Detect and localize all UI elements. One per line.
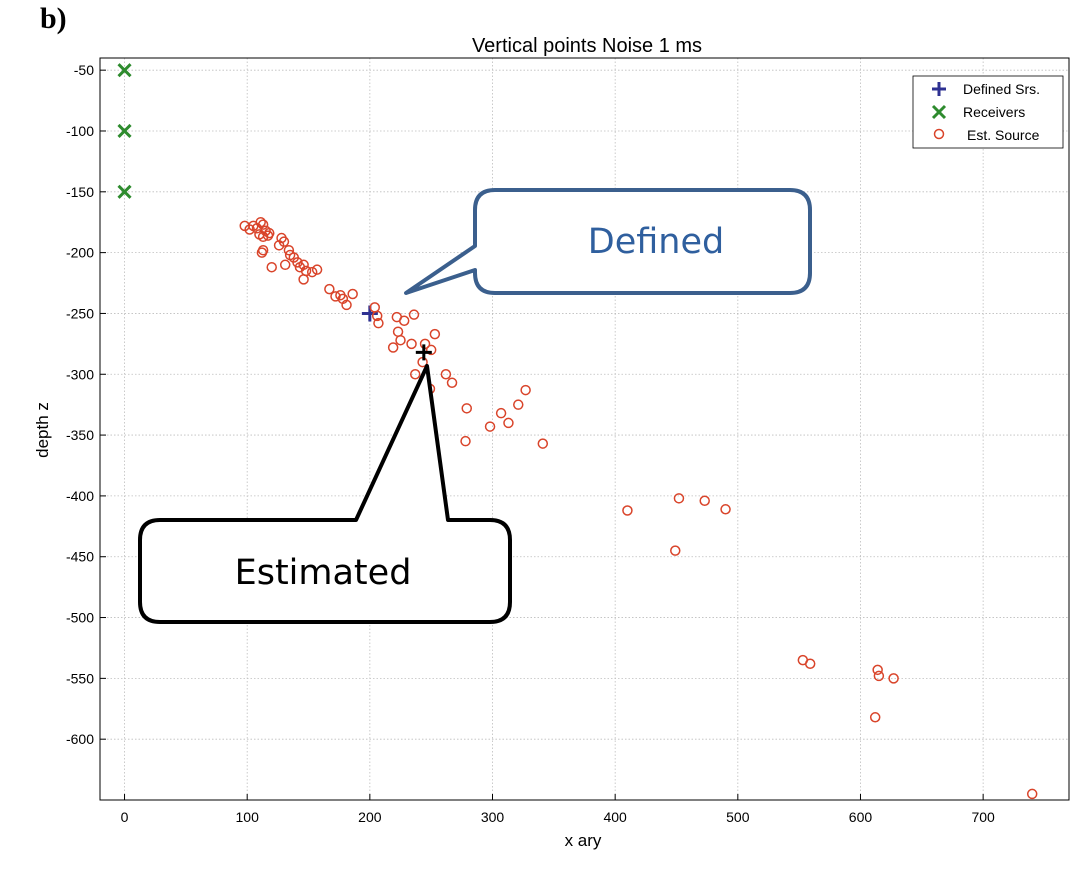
y-tick-label: -300 — [66, 366, 94, 382]
data-point — [670, 545, 681, 556]
data-point — [371, 310, 383, 322]
data-point — [513, 399, 524, 410]
data-point — [257, 219, 269, 230]
callout-estimated-bubble — [138, 364, 512, 624]
data-point — [872, 664, 883, 676]
data-point — [537, 438, 549, 449]
data-point — [395, 334, 406, 346]
y-tick-label: -550 — [66, 670, 94, 686]
data-point — [262, 230, 274, 241]
y-tick-label: -350 — [66, 427, 94, 443]
data-point — [324, 283, 335, 295]
series-1 — [117, 63, 132, 199]
legend-entry-defined: Defined Srs. — [963, 81, 1040, 97]
data-point — [869, 712, 881, 723]
data-point — [298, 274, 309, 285]
data-point — [495, 407, 507, 419]
data-point — [347, 288, 358, 300]
legend-marker-receivers — [931, 104, 947, 120]
panel-label: b) — [40, 2, 67, 35]
callout-defined-text: Defined — [588, 222, 724, 262]
data-point — [373, 317, 384, 329]
y-tick-label: -50 — [74, 62, 94, 78]
chart-title: Vertical points Noise 1 ms — [472, 35, 702, 57]
data-point — [311, 264, 323, 275]
y-tick-label: -200 — [66, 245, 94, 261]
callout-estimated-text: Estimated — [235, 553, 412, 593]
x-tick-label: 200 — [358, 809, 382, 825]
data-point — [720, 504, 731, 515]
data-point — [341, 299, 352, 311]
x-tick-label: 600 — [849, 809, 873, 825]
callout-estimated: Estimated — [138, 364, 512, 624]
x-tick-label: 400 — [603, 809, 627, 825]
data-point — [873, 670, 885, 682]
data-point — [408, 309, 420, 320]
x-tick-label: 500 — [726, 809, 750, 825]
legend-marker-est-source — [933, 128, 945, 140]
data-point — [409, 369, 421, 380]
data-point — [244, 224, 255, 235]
x-axis-label: x ary — [565, 831, 602, 850]
data-point — [273, 240, 285, 251]
data-point — [283, 244, 295, 256]
data-point — [117, 184, 132, 199]
data-point — [117, 63, 132, 78]
y-tick-label: -400 — [66, 488, 94, 504]
x-tick-label: 700 — [971, 809, 995, 825]
data-point — [306, 266, 318, 278]
legend-entry-est-source: Est. Source — [967, 127, 1040, 143]
data-point — [888, 673, 899, 684]
data-point — [622, 505, 633, 516]
data-point — [387, 342, 399, 353]
data-point — [1026, 788, 1038, 800]
data-point — [804, 658, 816, 670]
data-point — [256, 247, 268, 258]
data-point — [440, 369, 452, 380]
data-point — [292, 257, 303, 268]
data-point — [460, 435, 471, 447]
series-2 — [239, 216, 1038, 800]
data-point — [520, 384, 531, 396]
x-tick-label: 0 — [121, 809, 129, 825]
y-tick-label: -500 — [66, 610, 94, 626]
callout-defined-bubble — [404, 188, 812, 295]
data-point — [330, 291, 341, 302]
y-tick-label: -600 — [66, 731, 94, 747]
data-point — [503, 417, 514, 429]
data-point — [257, 231, 269, 243]
y-tick-label: -250 — [66, 305, 94, 321]
data-point — [484, 421, 496, 432]
plot-area — [100, 58, 1069, 800]
data-point — [446, 377, 458, 389]
plot-frame — [99, 57, 1070, 801]
data-point — [699, 495, 710, 507]
data-point — [673, 493, 685, 504]
legend: Defined Srs. Receivers Est. Source — [912, 75, 1064, 149]
callout-defined: Defined — [404, 188, 812, 295]
data-point — [266, 261, 277, 273]
data-point — [398, 315, 410, 326]
data-point — [429, 328, 441, 340]
x-tick-label: 300 — [481, 809, 505, 825]
legend-entry-receivers: Receivers — [963, 104, 1025, 120]
data-point — [298, 259, 309, 271]
data-point — [117, 123, 132, 139]
data-point — [461, 403, 472, 414]
data-point — [406, 338, 417, 350]
y-axis-label: depth z — [33, 402, 52, 458]
data-point — [255, 216, 266, 228]
series-3 — [415, 344, 432, 361]
data-points — [117, 63, 1038, 800]
tick-labels: 0 100 200 300 400 500 600 700 -50 -100 -150 -200 -25… — [66, 62, 995, 825]
y-tick-label: -150 — [66, 184, 94, 200]
data-point — [415, 344, 432, 361]
x-tick-label: 100 — [236, 809, 260, 825]
data-point — [425, 344, 437, 356]
y-tick-label: -100 — [66, 123, 94, 139]
data-point — [279, 259, 291, 271]
y-tick-label: -450 — [66, 549, 94, 565]
legend-marker-defined — [932, 82, 946, 96]
